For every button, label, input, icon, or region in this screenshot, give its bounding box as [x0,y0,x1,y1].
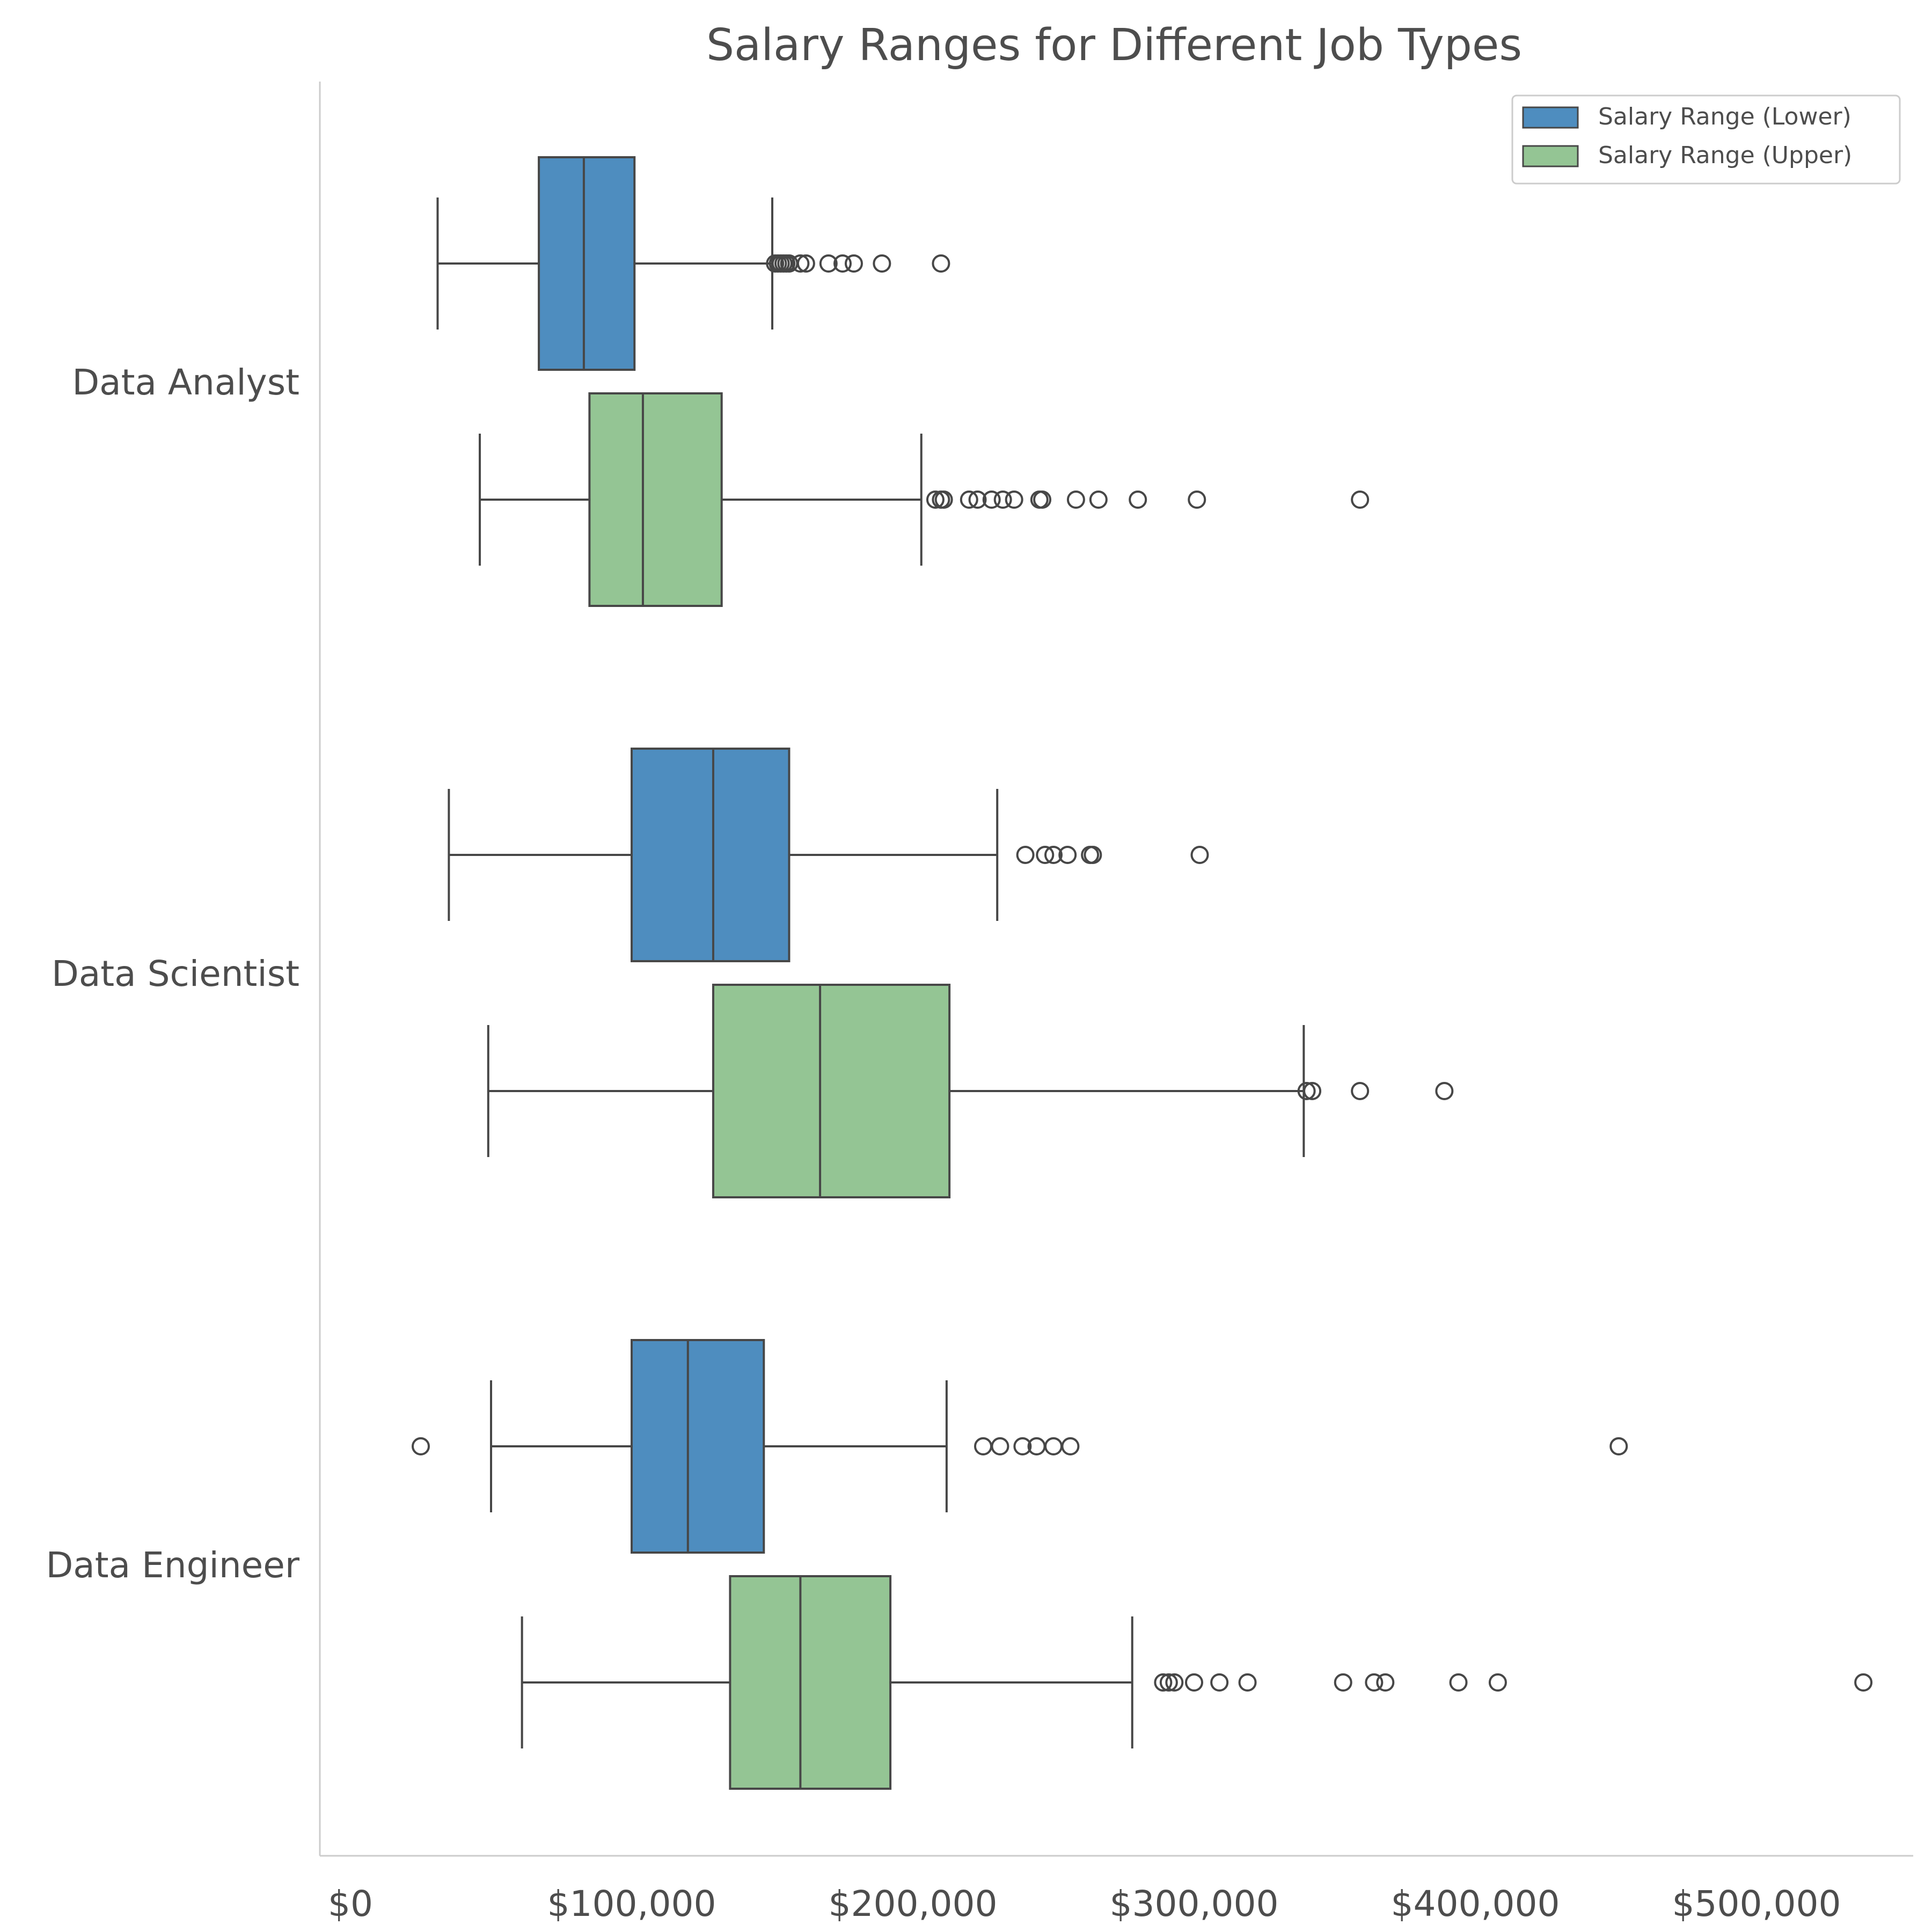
x-tick-label: $400,000 [1391,1883,1560,1924]
outlier-point [1351,1082,1370,1100]
outlier-point [1044,1437,1063,1455]
x-tick-label: $500,000 [1672,1883,1841,1924]
outlier-point [1058,846,1077,864]
outlier-point [926,491,945,509]
outlier-point [1013,1437,1032,1455]
legend-label: Salary Range (Upper) [1598,142,1852,169]
outlier-point [1351,491,1370,509]
iqr-box [538,156,636,371]
outlier-point [1303,1082,1322,1100]
outlier-point [1016,846,1035,864]
box-series [412,156,1873,1790]
outlier-point [1854,1673,1873,1692]
iqr-box [631,1339,765,1554]
outlier-point [960,491,978,509]
outlier-point [1129,491,1147,509]
y-category-label: Data Analyst [72,362,299,403]
legend-label: Salary Range (Lower) [1598,103,1851,130]
outlier-point [1154,1673,1173,1692]
box-upper [487,984,1454,1198]
outlier-point [1488,1673,1507,1692]
outlier-point [974,1437,992,1455]
outlier-point [1036,846,1055,864]
x-tick-label: $200,000 [829,1883,998,1924]
outlier-point [1435,1082,1454,1100]
x-tick-label: $0 [328,1883,373,1924]
legend-frame [1511,94,1901,185]
outlier-point [993,491,1012,509]
iqr-box [588,392,723,607]
box-upper [521,1575,1873,1790]
y-category-label: Data Engineer [46,1545,299,1586]
outlier-point [1376,1673,1395,1692]
box-lower [412,1339,1628,1554]
box-lower [448,748,1209,962]
chart-title: Salary Ranges for Different Job Types [706,20,1522,71]
outlier-point [991,1437,1009,1455]
x-tick-label: $300,000 [1110,1883,1279,1924]
outlier-point [1084,846,1102,864]
outlier-point [1159,1673,1178,1692]
outlier-point [1365,1673,1384,1692]
outlier-point [819,254,838,273]
outlier-point [1165,1673,1184,1692]
outlier-point [982,491,1001,509]
y-category-label: Data Scientist [52,953,299,994]
outlier-point [1033,491,1052,509]
outlier-point [796,254,815,273]
legend-swatch [1522,106,1579,129]
outlier-point [1061,1437,1080,1455]
legend: Salary Range (Lower) Salary Range (Upper) [1511,94,1901,185]
y-axis-labels: Data Analyst Data Scientist Data Engineer [46,362,299,1586]
outlier-point [1238,1673,1257,1692]
outlier-point [1334,1673,1352,1692]
x-axis-ticks: $0 $100,000 $200,000 $300,000 $400,000 $500,0… [328,1883,1841,1924]
iqr-box [631,748,791,962]
outlier-point [1190,846,1209,864]
outlier-point [1297,1082,1316,1100]
outlier-point [934,491,953,509]
box-lower [436,156,950,371]
outlier-point [1005,491,1023,509]
outlier-point [412,1437,430,1455]
outlier-point [873,254,891,273]
outlier-point [1185,1673,1203,1692]
outlier-point [968,491,987,509]
outlier-point [1066,491,1085,509]
iqr-box [729,1575,892,1790]
x-tick-label: $100,000 [547,1883,716,1924]
outlier-point [1609,1437,1628,1455]
legend-swatch [1522,145,1579,167]
outlier-point [1210,1673,1229,1692]
outlier-point [791,254,810,273]
outlier-point [844,254,863,273]
box-upper [479,392,1370,607]
iqr-box [712,984,951,1198]
outlier-point [1188,491,1206,509]
outlier-point [1044,846,1063,864]
outlier-point [1089,491,1108,509]
outlier-point [932,254,950,273]
outlier-point [833,254,852,273]
outlier-point [1449,1673,1468,1692]
